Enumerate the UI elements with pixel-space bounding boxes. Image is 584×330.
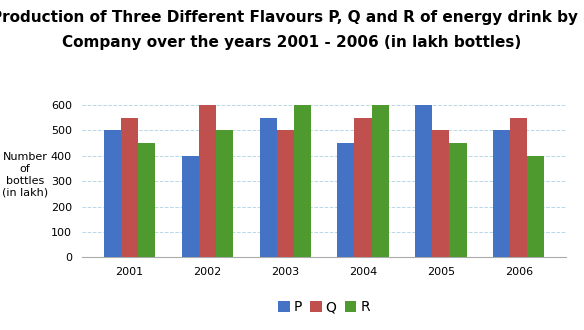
Bar — [450, 143, 467, 257]
Bar — [415, 105, 432, 257]
Bar — [354, 118, 371, 257]
Y-axis label: Number
of
bottles
(in lakh): Number of bottles (in lakh) — [2, 152, 48, 197]
Bar — [493, 130, 510, 257]
Text: Production of Three Different Flavours P, Q and R of energy drink by a
Company o: Production of Three Different Flavours P… — [0, 10, 584, 50]
Bar — [199, 105, 216, 257]
Bar — [259, 118, 277, 257]
Bar — [277, 130, 294, 257]
Bar — [338, 143, 354, 257]
Bar — [182, 156, 199, 257]
Bar — [216, 130, 233, 257]
Legend: P, Q, R: P, Q, R — [273, 295, 376, 320]
Bar — [432, 130, 450, 257]
Bar — [104, 130, 121, 257]
Bar — [510, 118, 527, 257]
Bar — [121, 118, 138, 257]
Bar — [138, 143, 155, 257]
Bar — [527, 156, 544, 257]
Bar — [371, 105, 389, 257]
Bar — [294, 105, 311, 257]
